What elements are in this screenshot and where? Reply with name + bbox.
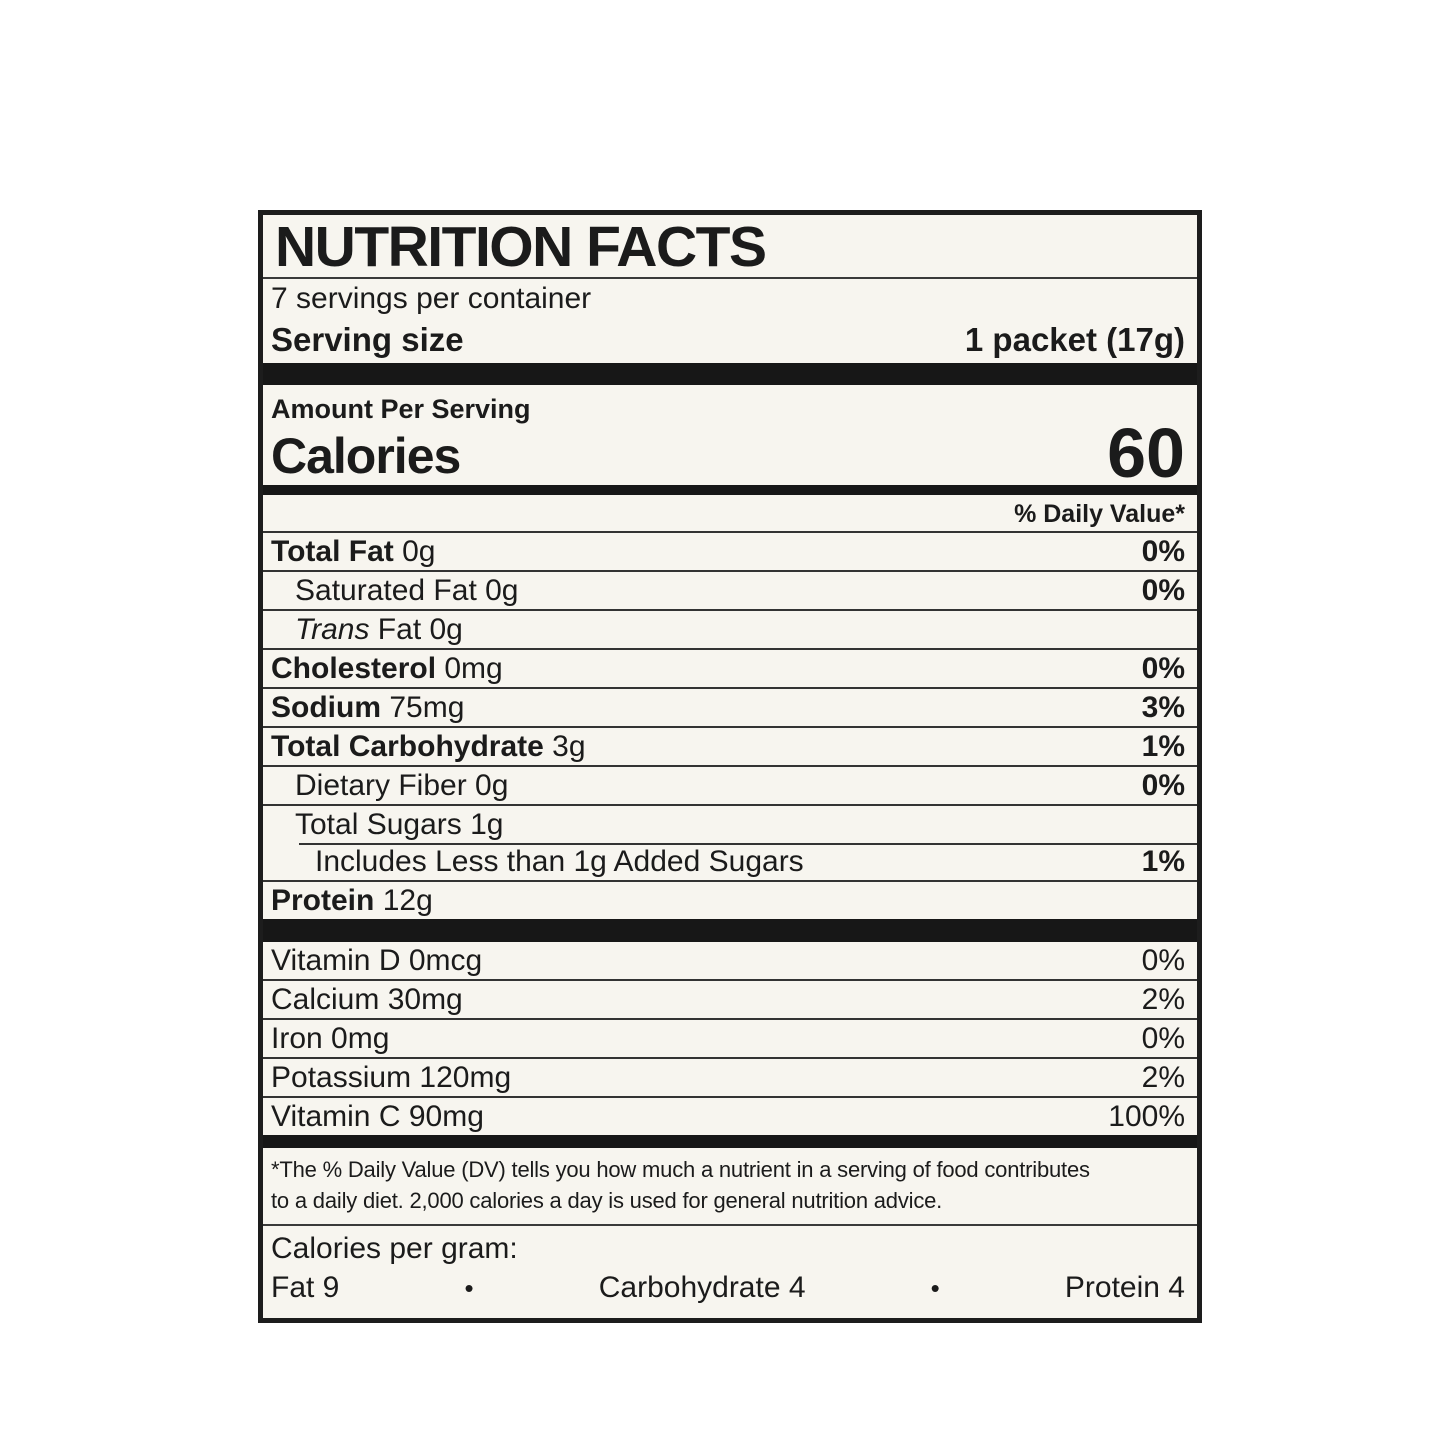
daily-value-percent: 2% [1141,983,1185,1016]
nutrient-name-and-amount: Dietary Fiber 0g [295,769,509,802]
nutrient-name: Total Sugars [295,808,462,841]
nutrient-name-and-amount: Potassium 120mg [271,1061,512,1094]
nutrient-row-dietary-fiber: Dietary Fiber 0g 0% [263,765,1197,804]
nutrient-name-and-amount: Calcium 30mg [271,983,463,1016]
nutrient-row-total-sugars: Total Sugars 1g [263,804,1197,843]
micronutrient-row-calcium: Calcium 30mg 2% [263,979,1197,1018]
bullet-separator: • [464,1273,474,1303]
calories-per-gram-label: Calories per gram: [271,1232,518,1265]
micronutrient-row-potassium: Potassium 120mg 2% [263,1057,1197,1096]
nutrient-name: Total Fat [271,535,394,568]
nutrient-name-and-amount: Total Carbohydrate 3g [271,730,586,763]
nutrient-name-and-amount: Total Fat 0g [271,535,436,568]
divider-above-calories-per-gram [263,1224,1197,1226]
daily-value-percent: 0% [1141,535,1185,568]
nutrient-name: Potassium [271,1061,412,1094]
nutrient-name-and-amount: Vitamin D 0mcg [271,944,483,977]
thin-divider-bar [263,1135,1197,1148]
servings-per-container: 7 servings per container [271,282,592,315]
calories-per-gram-item-fat-9: Fat 9 [271,1271,340,1304]
divider-under-title [263,277,1197,279]
daily-value-percent: 0% [1141,1022,1185,1055]
nutrient-name-and-amount: Vitamin C 90mg [271,1100,484,1133]
daily-value-percent: 0% [1141,652,1185,685]
nutrient-name-and-amount: Total Sugars 1g [295,808,504,841]
daily-value-percent: 3% [1141,691,1185,724]
footnote-line-2: to a daily diet. 2,000 calories a day is… [271,1188,943,1213]
nutrient-row-sodium: Sodium 75mg 3% [263,687,1197,726]
serving-size-label: Serving size [271,321,464,358]
nutrient-row-saturated-fat: Saturated Fat 0g 0% [263,570,1197,609]
nutrient-name: Total Carbohydrate [271,730,544,763]
daily-value-percent: 2% [1141,1061,1185,1094]
nutrient-name: Sodium [271,691,381,724]
thick-divider-bar [263,363,1197,385]
calories-per-gram-row: Fat 9 • Carbohydrate 4 • Protein 4 [263,1268,1197,1318]
daily-value-percent: 0% [1141,574,1185,607]
nutrient-row-total-fat: Total Fat 0g 0% [263,531,1197,570]
bullet-separator: • [930,1273,940,1303]
nutrient-name: Calcium [271,983,380,1016]
serving-size-row: Serving size 1 packet (17g) [263,319,1197,363]
daily-value-percent: 100% [1108,1100,1185,1133]
nutrient-row-protein: Protein 12g [263,880,1197,919]
nutrient-name: Iron [271,1022,323,1055]
nutrient-rows: Total Fat 0g 0% Saturated Fat 0g 0% Trans Fa… [263,531,1197,919]
daily-value-percent: 0% [1141,769,1185,802]
nutrient-row-cholesterol: Cholesterol 0mg 0% [263,648,1197,687]
daily-value-percent: 1% [1141,730,1185,763]
nutrient-row-includes-less-than-1g-added-sugars: Includes Less than 1g Added Sugars 1% [263,843,1197,880]
micronutrient-row-vitamin-c: Vitamin C 90mg 100% [263,1096,1197,1135]
nutrient-name: Trans Fat [295,613,422,646]
nutrient-name-and-amount: Includes Less than 1g Added Sugars [315,844,804,879]
nutrient-row-total-carbohydrate: Total Carbohydrate 3g 1% [263,726,1197,765]
daily-value-footnote: *The % Daily Value (DV) tells you how mu… [263,1148,1197,1224]
nutrient-name-and-amount: Cholesterol 0mg [271,652,503,685]
nutrient-name: Cholesterol [271,652,437,685]
micronutrient-rows: Vitamin D 0mcg 0% Calcium 30mg 2% Iron 0mg 0%… [263,942,1197,1135]
nutrient-name: Saturated Fat [295,574,477,607]
calories-value: 60 [1107,414,1185,492]
nutrient-name: Dietary Fiber [295,769,467,802]
calories-row: Calories 60 [263,414,1197,492]
nutrient-name: Protein [271,884,375,917]
nutrition-facts-label: NUTRITION FACTS 7 servings per container… [258,210,1202,1323]
thick-divider-bar [263,919,1197,942]
nutrient-name-and-amount: Trans Fat 0g [295,613,463,646]
calories-label: Calories [271,428,461,484]
medium-divider-bar [263,485,1197,495]
nutrient-name-and-amount: Sodium 75mg [271,691,465,724]
daily-value-header: % Daily Value* [1014,500,1185,528]
calories-per-gram-item-carbohydrate-4: Carbohydrate 4 [598,1271,806,1304]
calories-per-gram-item-protein-4: Protein 4 [1064,1271,1185,1304]
nutrient-name: Vitamin C [271,1100,401,1133]
footnote-line-1: *The % Daily Value (DV) tells you how mu… [271,1157,1090,1182]
nutrient-name-and-amount: Protein 12g [271,884,433,917]
nutrient-row-trans-fat: Trans Fat 0g [263,609,1197,648]
daily-value-percent: 1% [1141,845,1185,878]
nutrient-name-and-amount: Iron 0mg [271,1022,390,1055]
daily-value-percent: 0% [1141,944,1185,977]
nutrient-name-and-amount: Saturated Fat 0g [295,574,519,607]
micronutrient-row-iron: Iron 0mg 0% [263,1018,1197,1057]
micronutrient-row-vitamin-d: Vitamin D 0mcg 0% [263,942,1197,979]
nutrient-name: Includes Less than 1g Added Sugars [315,845,804,878]
amount-per-serving-label: Amount Per Serving [271,394,531,424]
serving-size-value: 1 packet (17g) [964,321,1185,358]
nutrient-name: Vitamin D [271,944,401,977]
label-title: NUTRITION FACTS [275,215,767,279]
